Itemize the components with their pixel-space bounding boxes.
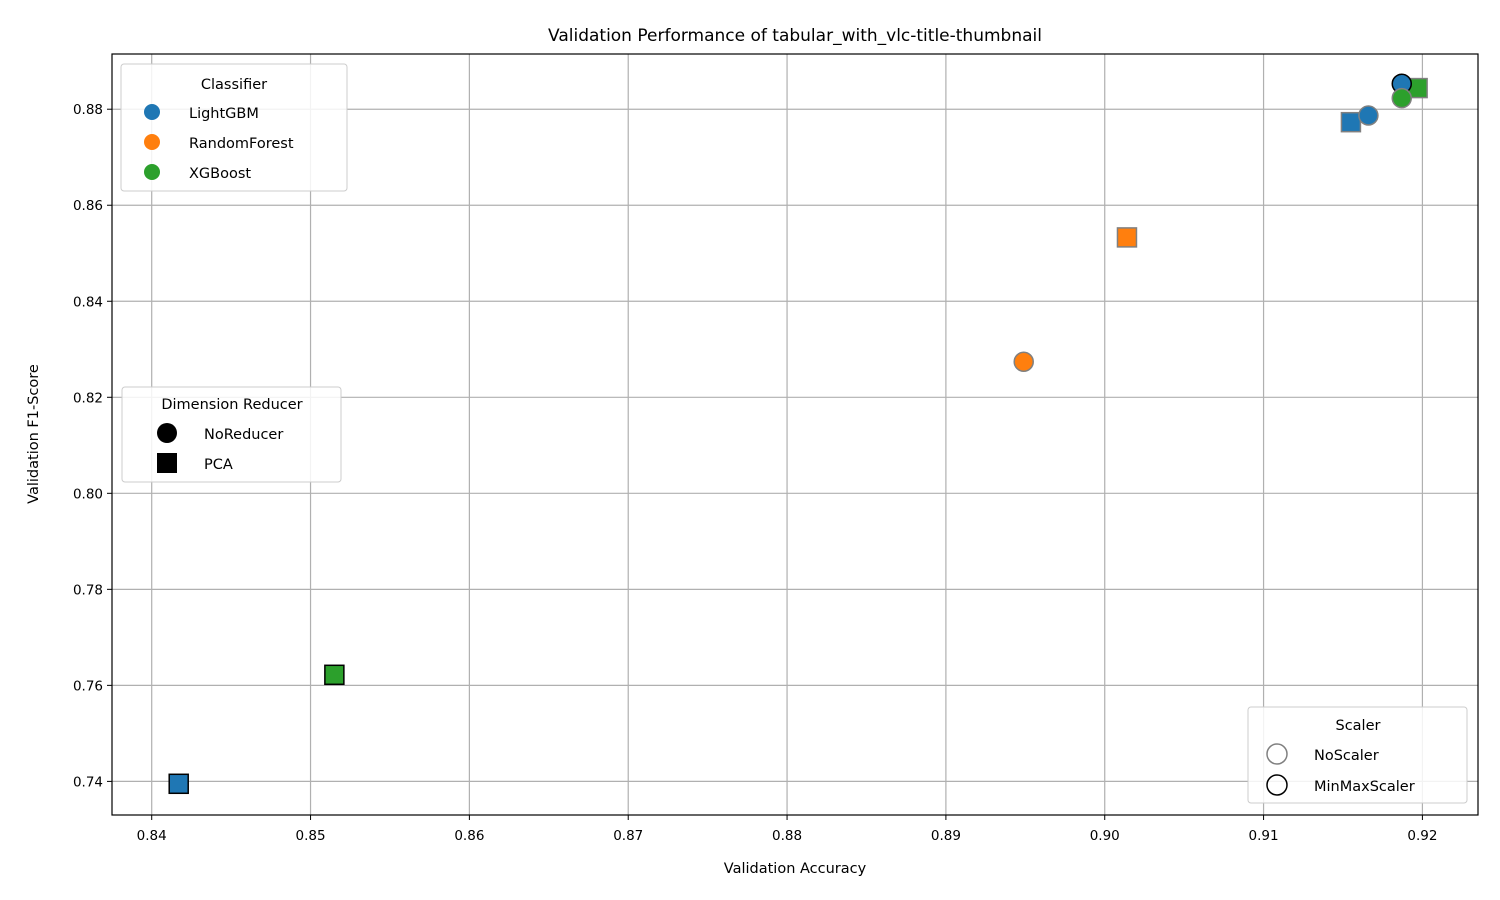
legend-noreducer-marker [157, 423, 177, 443]
data-points [168, 73, 1428, 795]
y-tick-label: 0.80 [73, 486, 103, 502]
legend-reducer: Dimension Reducer NoReducer PCA [121, 386, 342, 483]
y-tick-label: 0.76 [73, 678, 103, 694]
legend-randomforest-marker [144, 134, 160, 150]
legend-xgboost-marker [144, 164, 160, 180]
x-tick-label: 0.89 [931, 828, 961, 844]
legend-noreducer-label: NoReducer [204, 427, 283, 443]
legend-noscaler-label: NoScaler [1314, 748, 1379, 764]
x-tick-label: 0.87 [613, 828, 643, 844]
legend-minmaxscaler-marker [1266, 774, 1288, 796]
x-tick-label: 0.91 [1249, 828, 1279, 844]
plot-frame [111, 53, 1479, 816]
legend-pca-marker [157, 453, 177, 473]
legend-scaler: Scaler NoScaler MinMaxScaler [1247, 706, 1468, 804]
y-tick-label: 0.74 [73, 774, 103, 790]
point-xgboost-pca-minmaxscaler [324, 664, 345, 686]
legend-classifier-title: Classifier [201, 77, 267, 93]
x-tick-label: 0.85 [296, 828, 326, 844]
x-axis-title: Validation Accuracy [724, 861, 867, 877]
legend-randomforest-label: RandomForest [189, 136, 294, 152]
legend-scaler-title: Scaler [1336, 718, 1381, 734]
legend-lightgbm-label: LightGBM [189, 106, 259, 122]
y-tick-label: 0.78 [73, 582, 103, 598]
y-tick-label: 0.88 [73, 102, 103, 118]
x-tick-label: 0.92 [1407, 828, 1437, 844]
y-tick-label: 0.82 [73, 390, 103, 406]
chart-title: Validation Performance of tabular_with_v… [548, 26, 1042, 46]
y-axis-title: Validation F1-Score [26, 364, 42, 504]
legend-pca-label: PCA [204, 457, 233, 473]
point-lightgbm-pca-minmaxscaler [168, 773, 189, 795]
point-randomforest-pca-noscaler [1116, 227, 1138, 248]
x-tick-label: 0.86 [454, 828, 484, 844]
legend-noscaler-marker [1266, 743, 1288, 765]
point-lightgbm-noreducer-noscaler [1358, 105, 1379, 126]
y-tick-label: 0.84 [73, 294, 103, 310]
point-randomforest-noreducer-noscaler [1013, 351, 1034, 373]
y-tick-label: 0.86 [73, 198, 103, 214]
legend-scaler-frame [1247, 706, 1468, 804]
legend-reducer-title: Dimension Reducer [161, 397, 302, 413]
x-tick-label: 0.88 [772, 828, 802, 844]
legend-minmaxscaler-label: MinMaxScaler [1314, 779, 1415, 795]
legend-classifier-frame [120, 63, 348, 192]
x-axis-ticks: 0.84 0.85 0.86 0.87 0.88 0.89 0.90 0.91 0.92 [137, 815, 1437, 844]
point-xgboost-noreducer-noscaler [1391, 87, 1413, 109]
grid [112, 54, 1478, 815]
y-axis-ticks: 0.74 0.76 0.78 0.80 0.82 0.84 0.86 0.88 [73, 102, 112, 790]
x-tick-label: 0.84 [137, 828, 167, 844]
legend-classifier: Classifier LightGBM RandomForest XGBoost [120, 63, 348, 192]
legend-xgboost-label: XGBoost [189, 166, 251, 182]
legend-lightgbm-marker [144, 104, 160, 120]
point-lightgbm-pca-noscaler [1340, 111, 1362, 133]
x-tick-label: 0.90 [1090, 828, 1120, 844]
